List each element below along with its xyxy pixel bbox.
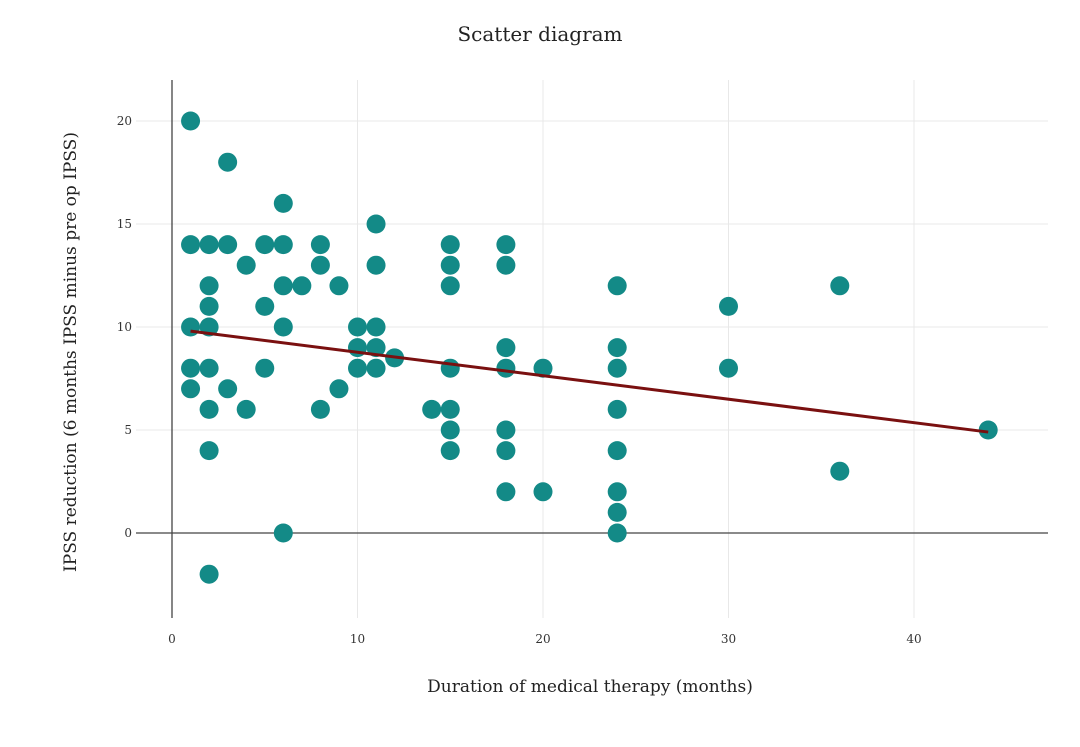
data-point bbox=[440, 399, 460, 419]
trend-line bbox=[190, 329, 989, 434]
data-point bbox=[440, 255, 460, 275]
data-point bbox=[181, 379, 201, 399]
data-point bbox=[607, 502, 627, 522]
data-point bbox=[218, 379, 238, 399]
axes bbox=[136, 80, 1048, 618]
data-point bbox=[273, 276, 293, 296]
data-point bbox=[199, 235, 219, 255]
data-point bbox=[218, 235, 238, 255]
data-point bbox=[199, 441, 219, 461]
data-point bbox=[607, 338, 627, 358]
data-point bbox=[181, 317, 201, 337]
data-point bbox=[199, 296, 219, 316]
data-point bbox=[496, 441, 516, 461]
data-point bbox=[607, 358, 627, 378]
data-point bbox=[607, 441, 627, 461]
data-point bbox=[199, 276, 219, 296]
data-point bbox=[255, 235, 275, 255]
y-tick-label: 15 bbox=[117, 217, 132, 231]
data-point bbox=[607, 482, 627, 502]
data-point bbox=[255, 358, 275, 378]
tick-labels: 0 10 20 30 40 0 5 10 15 20 bbox=[117, 114, 922, 646]
data-point bbox=[978, 420, 998, 440]
x-tick-label: 0 bbox=[168, 632, 176, 646]
data-point bbox=[496, 358, 516, 378]
data-point bbox=[440, 441, 460, 461]
data-point bbox=[533, 482, 553, 502]
y-tick-label: 0 bbox=[124, 526, 132, 540]
y-axis-label: IPSS reduction (6 months IPSS minus pre … bbox=[61, 132, 81, 572]
data-point bbox=[440, 358, 460, 378]
data-point bbox=[607, 276, 627, 296]
data-point bbox=[310, 255, 330, 275]
data-point bbox=[292, 276, 312, 296]
data-point bbox=[273, 193, 293, 213]
y-tick-label: 10 bbox=[117, 320, 132, 334]
x-tick-label: 40 bbox=[906, 632, 921, 646]
data-point bbox=[273, 235, 293, 255]
data-point bbox=[348, 317, 367, 337]
data-point bbox=[255, 296, 275, 316]
data-point bbox=[440, 235, 460, 255]
data-point bbox=[310, 235, 330, 255]
data-point bbox=[440, 420, 460, 440]
data-point bbox=[273, 523, 293, 543]
data-point bbox=[366, 255, 386, 275]
data-point bbox=[348, 358, 367, 378]
data-point bbox=[218, 152, 238, 172]
data-point bbox=[533, 358, 553, 378]
data-point bbox=[496, 420, 516, 440]
data-point bbox=[607, 399, 627, 419]
x-tick-label: 10 bbox=[350, 632, 365, 646]
data-point bbox=[181, 111, 201, 131]
data-point bbox=[181, 235, 201, 255]
x-tick-label: 30 bbox=[721, 632, 736, 646]
data-point bbox=[830, 276, 850, 296]
data-point bbox=[830, 461, 850, 481]
data-point bbox=[496, 255, 516, 275]
points-layer bbox=[181, 111, 998, 584]
data-point bbox=[181, 358, 201, 378]
data-point bbox=[366, 338, 386, 358]
data-point bbox=[366, 214, 386, 234]
x-tick-label: 20 bbox=[535, 632, 550, 646]
data-point bbox=[719, 296, 738, 316]
y-tick-label: 20 bbox=[117, 114, 132, 128]
data-point bbox=[422, 399, 442, 419]
data-point bbox=[329, 379, 349, 399]
data-point bbox=[366, 358, 386, 378]
grid bbox=[136, 80, 1048, 618]
data-point bbox=[236, 255, 256, 275]
data-point bbox=[199, 358, 219, 378]
data-point bbox=[366, 317, 386, 337]
data-point bbox=[496, 482, 516, 502]
data-point bbox=[273, 317, 293, 337]
data-point bbox=[199, 564, 219, 584]
data-point bbox=[329, 276, 349, 296]
data-point bbox=[719, 358, 738, 378]
x-axis-label: Duration of medical therapy (months) bbox=[427, 677, 753, 697]
data-point bbox=[236, 399, 256, 419]
trendline-layer bbox=[190, 329, 989, 434]
data-point bbox=[496, 338, 516, 358]
y-tick-label: 5 bbox=[124, 423, 132, 437]
chart-title: Scatter diagram bbox=[457, 22, 622, 46]
data-point bbox=[199, 399, 219, 419]
data-point bbox=[440, 276, 460, 296]
data-point bbox=[607, 523, 627, 543]
data-point bbox=[310, 399, 330, 419]
data-point bbox=[496, 235, 516, 255]
